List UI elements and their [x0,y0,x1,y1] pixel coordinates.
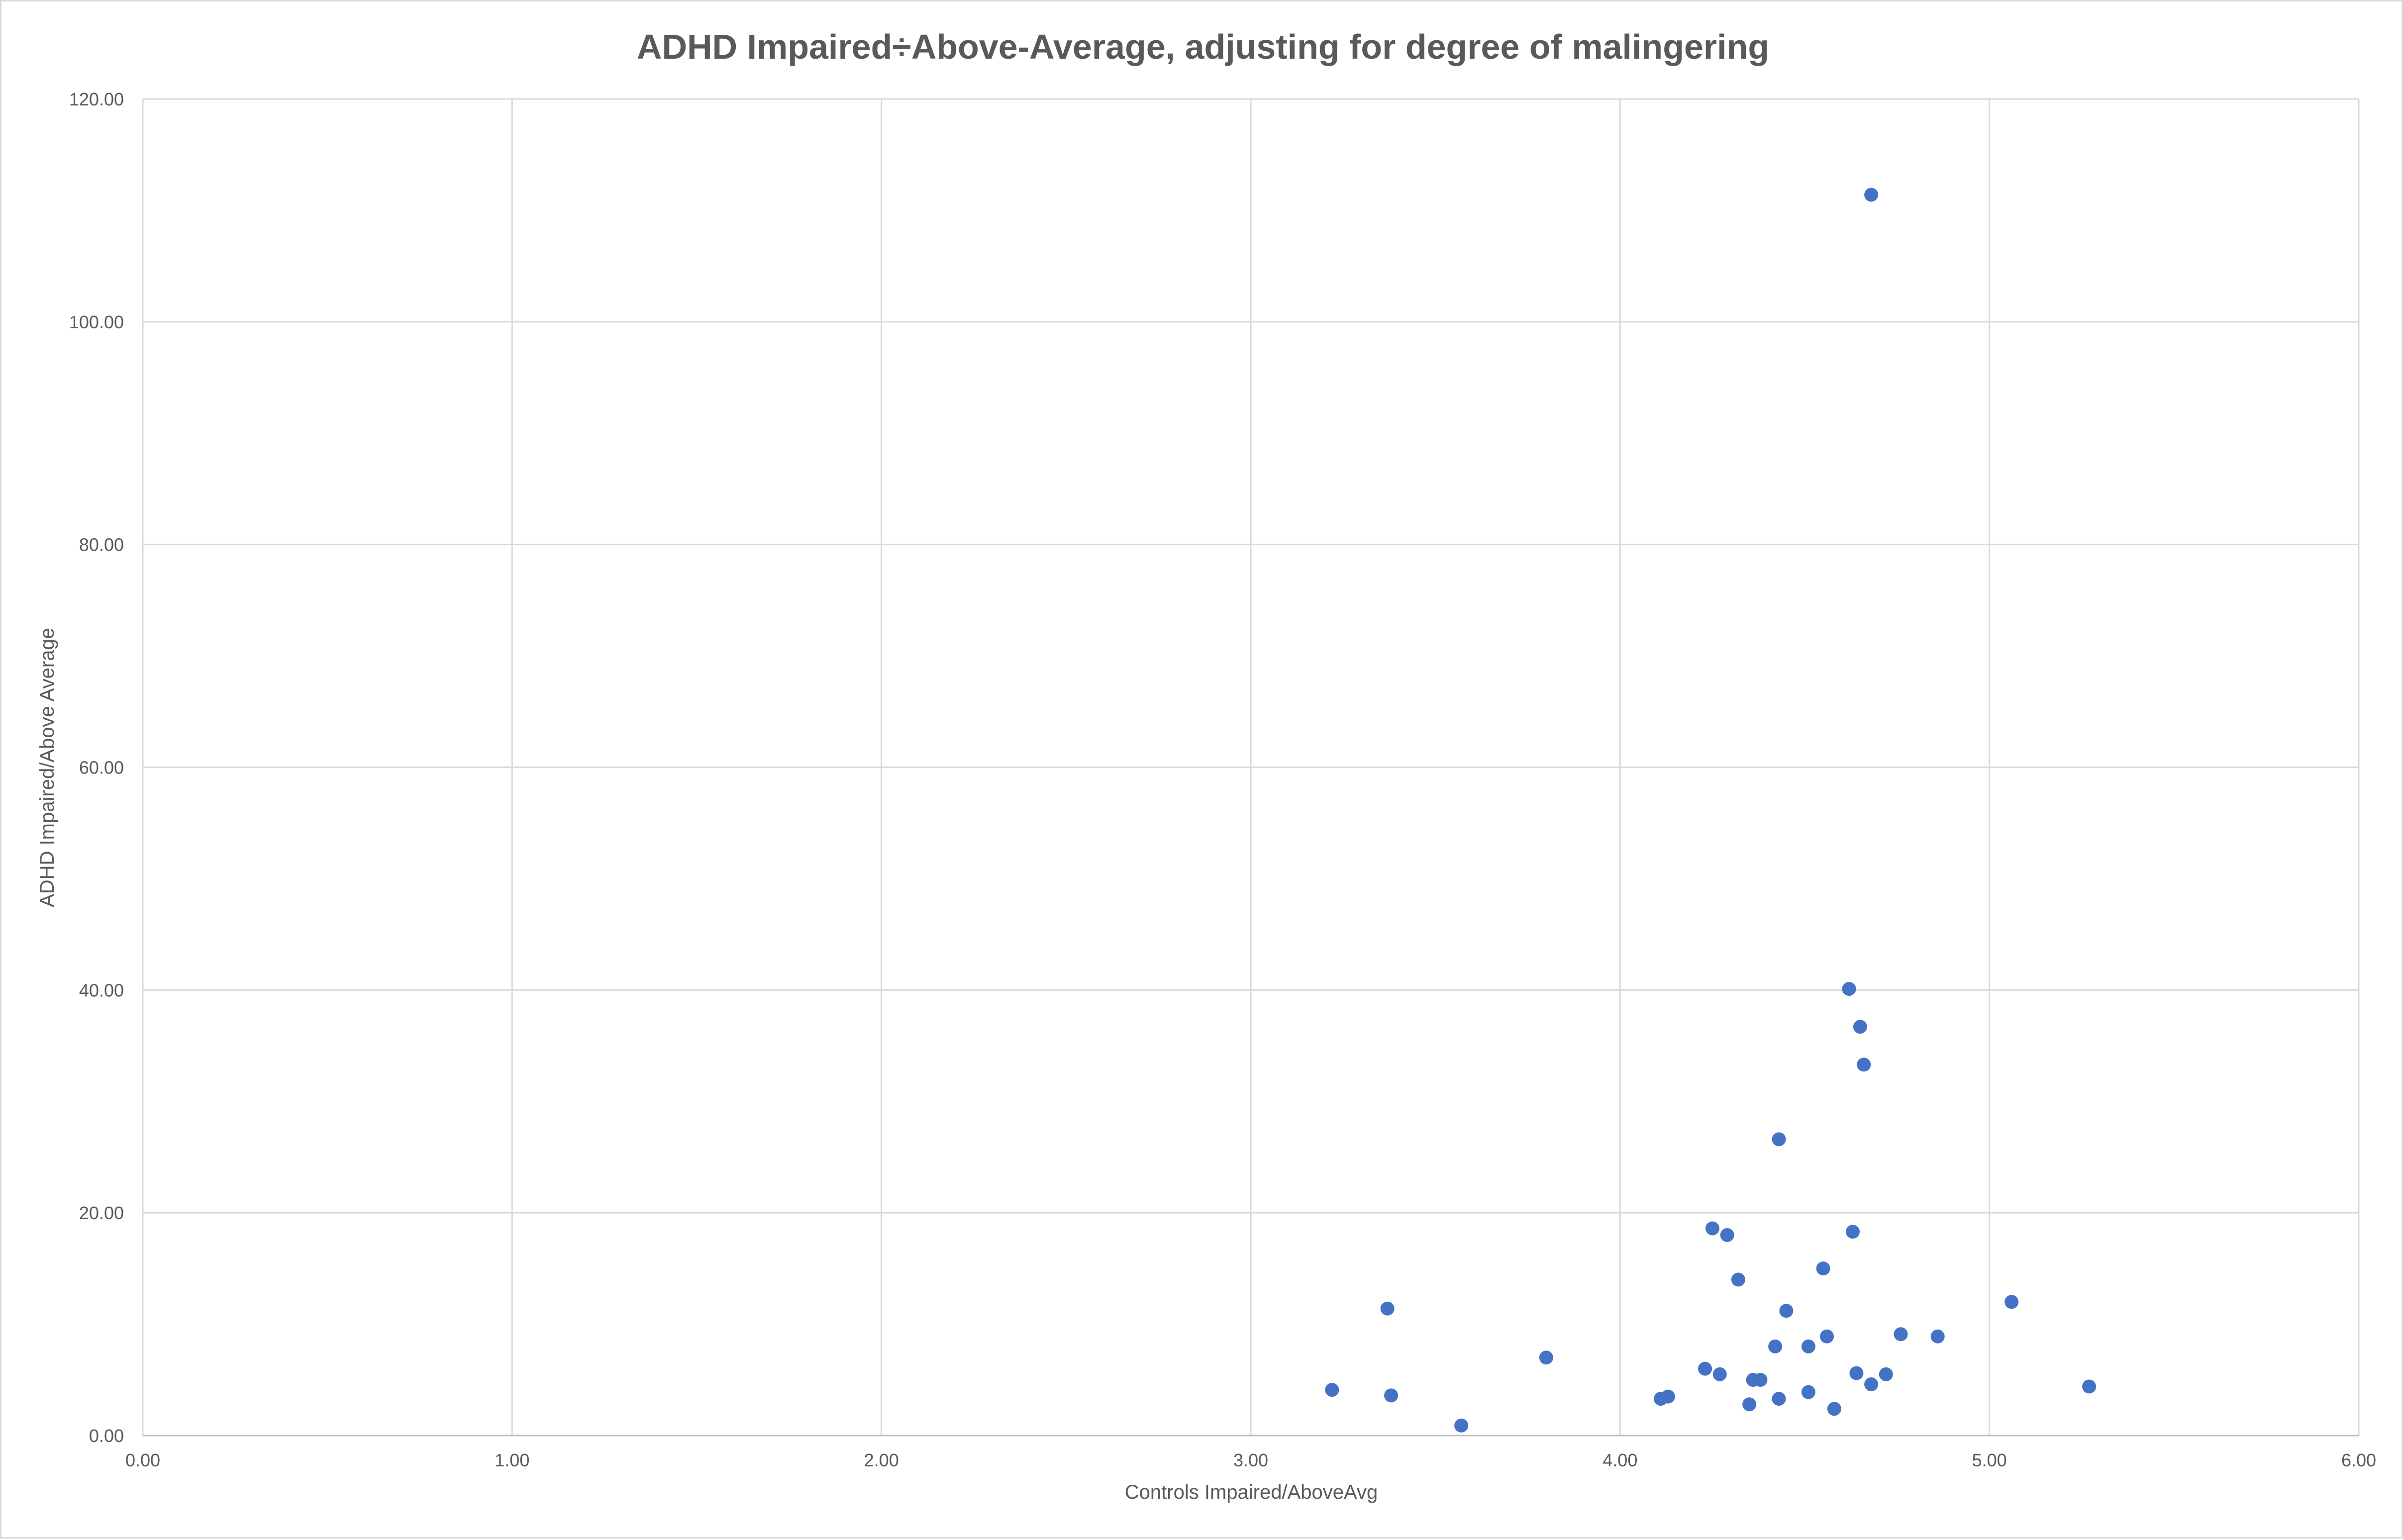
data-point [1853,1020,1867,1034]
gridlines [142,98,2360,1437]
y-tick-label: 20.00 [79,1203,124,1223]
data-point [1325,1383,1339,1397]
x-tick-label: 4.00 [1602,1450,1637,1470]
data-point [1661,1389,1675,1404]
data-point [1380,1301,1395,1316]
data-point [1698,1361,1712,1376]
data-point [1454,1418,1469,1433]
data-point [1539,1350,1553,1365]
data-point [1753,1373,1768,1387]
tick-labels: 0.00 1.00 2.00 3.00 4.00 5.00 6.00 0.00 20.00 40.… [69,89,2376,1470]
data-point [1801,1385,1815,1399]
y-tick-label: 100.00 [69,312,124,332]
data-point [1772,1392,1786,1406]
x-axis-title: Controls Impaired/AboveAvg [1125,1481,1378,1503]
data-point [1864,188,1879,202]
data-point [1712,1367,1727,1381]
data-point [1384,1388,1399,1403]
x-tick-label: 1.00 [495,1450,529,1470]
data-point [1768,1339,1783,1353]
data-point [2082,1379,2097,1394]
data-point [1879,1367,1893,1381]
y-tick-label: 40.00 [79,980,124,1000]
x-tick-label: 5.00 [1972,1450,2007,1470]
data-point [1731,1272,1745,1287]
data-point [1894,1327,1908,1342]
data-point [1827,1402,1841,1416]
data-point [1705,1221,1719,1236]
data-point [1779,1304,1794,1318]
y-tick-label: 120.00 [69,89,124,109]
x-tick-label: 6.00 [2341,1450,2376,1470]
data-point [1846,1225,1860,1239]
data-point [1801,1339,1815,1353]
x-tick-label: 3.00 [1233,1450,1268,1470]
data-point [1930,1329,1945,1344]
data-point [1849,1366,1864,1380]
data-points [1325,188,2097,1433]
data-point [1864,1377,1879,1391]
x-tick-label: 0.00 [125,1450,160,1470]
data-point [1742,1397,1757,1412]
y-tick-label: 80.00 [79,535,124,555]
y-axis-title: ADHD Impaired/Above Average [36,628,58,907]
y-tick-label: 0.00 [89,1426,124,1446]
y-tick-label: 60.00 [79,758,124,778]
data-point [1772,1132,1786,1147]
data-point [1857,1058,1871,1072]
data-point [1720,1228,1734,1242]
data-point [2004,1295,2019,1309]
data-point [1820,1329,1834,1344]
data-point [1816,1261,1830,1276]
x-tick-label: 2.00 [864,1450,899,1470]
data-point [1842,982,1856,996]
chart-title: ADHD Impaired÷Above-Average, adjusting f… [637,27,1769,66]
